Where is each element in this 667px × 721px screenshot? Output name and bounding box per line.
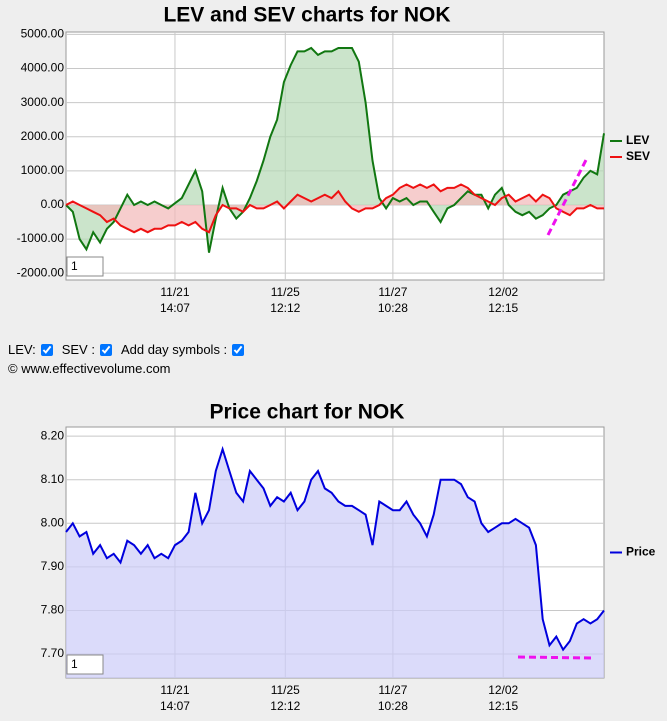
y-tick-label: 7.70 <box>41 646 65 660</box>
series-line <box>65 445 605 652</box>
x-tick-label: 11/21 <box>160 285 189 299</box>
x-tick-time: 14:07 <box>160 301 190 315</box>
y-tick-label: 3000.00 <box>21 95 65 109</box>
annotation-line <box>517 655 593 660</box>
checkbox-label: Add day symbols : <box>120 342 228 357</box>
x-tick-label: 12/02 <box>488 285 518 299</box>
x-tick-label: 11/27 <box>378 683 407 697</box>
legend-label: LEV <box>626 133 649 147</box>
series-area <box>66 184 604 233</box>
x-tick-label: 11/21 <box>160 683 189 697</box>
y-tick-label: 8.10 <box>41 472 65 486</box>
legend-label: SEV <box>626 149 650 163</box>
x-tick-time: 12:12 <box>270 301 300 315</box>
checkbox[interactable] <box>40 343 53 356</box>
zoom-input <box>66 654 104 675</box>
annotation-line <box>546 159 588 236</box>
x-tick-time: 12:12 <box>270 699 300 713</box>
y-tick-label: 1000.00 <box>21 163 65 177</box>
y-tick-label: 0.00 <box>41 197 65 211</box>
copyright: © www.effectivevolume.com <box>8 361 171 376</box>
y-tick-label: 8.00 <box>41 515 65 529</box>
legend-label: Price <box>626 545 656 559</box>
y-tick-label: 8.20 <box>41 428 65 442</box>
x-tick-time: 12:15 <box>488 699 518 713</box>
checkbox-label: LEV: <box>8 342 36 357</box>
x-tick-label: 11/27 <box>378 285 407 299</box>
checkbox[interactable] <box>232 343 245 356</box>
series-line <box>65 46 605 253</box>
series-area <box>66 449 604 678</box>
y-tick-label: 7.90 <box>41 559 65 573</box>
y-tick-label: 7.80 <box>41 603 65 617</box>
x-tick-time: 10:28 <box>378 301 408 315</box>
x-tick-label: 12/02 <box>488 683 518 697</box>
controls: LEV: SEV : Add day symbols : <box>8 342 250 357</box>
y-tick-label: 2000.00 <box>21 129 65 143</box>
zoom-input <box>66 256 104 277</box>
y-tick-label: 5000.00 <box>21 27 65 41</box>
x-tick-label: 11/25 <box>271 683 300 697</box>
chart-title: Price chart for NOK <box>210 401 405 424</box>
y-tick-label: 4000.00 <box>21 61 65 75</box>
y-tick-label: -1000.00 <box>17 231 65 245</box>
x-tick-time: 12:15 <box>488 301 518 315</box>
zoom-input-value: 1 <box>71 657 78 671</box>
zoom-input-value: 1 <box>71 259 78 273</box>
y-tick-label: -2000.00 <box>17 265 65 279</box>
series-line <box>65 183 604 234</box>
x-tick-label: 11/25 <box>271 285 300 299</box>
chart-title: LEV and SEV charts for NOK <box>163 4 450 27</box>
checkbox-label: SEV : <box>61 342 95 357</box>
x-tick-time: 14:07 <box>160 699 190 713</box>
checkbox[interactable] <box>99 343 112 356</box>
x-tick-time: 10:28 <box>378 699 408 713</box>
